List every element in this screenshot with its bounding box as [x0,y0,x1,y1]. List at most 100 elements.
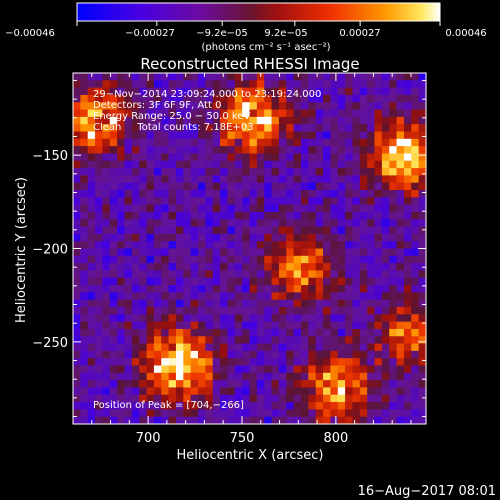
heatmap-cell [264,182,273,191]
heatmap-cell [73,328,81,337]
heatmap-cell [109,168,118,176]
heatmap-cell [411,292,420,301]
x-axis-label: Heliocentric X (arcsec) [177,448,324,463]
heatmap-cell [389,372,398,381]
heatmap-cell [418,204,427,213]
heatmap-cell [374,168,383,176]
heatmap-cell [308,124,317,133]
heatmap-cell [300,380,309,389]
heatmap-cell [323,73,331,81]
heatmap-cell [95,372,104,381]
heatmap-cell [80,328,89,337]
heatmap-cell [286,416,295,425]
heatmap-cell [117,241,126,250]
heatmap-cell [212,168,221,176]
heatmap-cell [117,248,126,257]
heatmap-cell [330,146,339,155]
heatmap-cell [381,358,390,367]
heatmap-cell [300,116,309,125]
heatmap-cell [183,102,192,111]
heatmap-cell [109,336,118,345]
heatmap-cell [124,394,133,403]
heatmap-cell [411,73,420,81]
heatmap-cell [359,372,368,381]
heatmap-cell [212,307,221,315]
heatmap-cell [323,277,331,286]
heatmap-cell [264,153,273,162]
heatmap-cell [300,73,309,81]
heatmap-cell [389,350,398,359]
heatmap-cell [308,168,317,176]
heatmap-cell [374,416,383,425]
heatmap-cell [389,307,398,315]
heatmap-cell [403,182,412,191]
heatmap-cell [381,241,390,250]
heatmap-cell [175,270,184,279]
heatmap-cell [95,343,104,352]
heatmap-cell [95,263,104,272]
heatmap-cell [315,358,324,367]
heatmap-cell [205,343,214,352]
heatmap-cell [175,307,184,315]
heatmap-cell [374,343,383,352]
heatmap-cell [153,292,162,301]
heatmap-cell [80,80,89,89]
heatmap-cell [168,197,177,206]
heatmap-cell [249,416,258,425]
heatmap-cell [293,233,302,242]
heatmap-cell [73,241,81,250]
heatmap-cell [102,380,111,389]
heatmap-cell [175,94,184,103]
heatmap-cell [190,270,199,279]
heatmap-cell [249,87,258,96]
heatmap-cell [190,255,199,264]
heatmap-cell [198,285,206,293]
heatmap-cell [308,387,317,396]
heatmap-cell [73,197,81,206]
heatmap-cell [198,292,206,301]
heatmap-cell [249,387,258,396]
heatmap-cell [87,146,96,155]
heatmap-cell [352,263,361,272]
heatmap-cell [102,255,111,264]
heatmap-cell [183,255,192,264]
heatmap-cell [198,138,206,147]
heatmap-cell [293,146,302,155]
heatmap-cell [418,255,427,264]
heatmap-cell [359,350,368,359]
heatmap-cell [330,175,339,184]
heatmap-cell [80,358,89,367]
heatmap-cell [190,387,199,396]
heatmap-cell [205,394,214,403]
heatmap-cell [198,226,206,235]
heatmap-cell [411,182,420,191]
heatmap-cell [102,131,111,140]
heatmap-cell [411,307,420,315]
heatmap-cell [389,131,398,140]
heatmap-cell [190,380,199,389]
heatmap-cell [256,299,265,308]
heatmap-cell [345,285,354,293]
heatmap-cell [109,87,118,96]
heatmap-cell [242,248,251,257]
heatmap-cell [124,307,133,315]
heatmap-cell [323,211,331,220]
heatmap-cell [87,394,96,403]
heatmap-cell [308,175,317,184]
colorbar-tick-label: −0.00046 [5,28,55,39]
heatmap-cell [139,270,148,279]
heatmap-cell [271,182,280,191]
heatmap-cell [403,358,412,367]
heatmap-cell [242,219,251,228]
chart-title: Reconstructed RHESSI Image [140,55,359,73]
heatmap-cell [175,314,184,323]
heatmap-cell [271,109,280,118]
heatmap-cell [153,204,162,213]
heatmap-cell [330,80,339,89]
heatmap-cell [146,314,155,323]
heatmap-cell [242,226,251,235]
heatmap-cell [161,197,170,206]
heatmap-cell [153,160,162,169]
heatmap-cell [242,387,251,396]
heatmap-cell [109,285,118,293]
